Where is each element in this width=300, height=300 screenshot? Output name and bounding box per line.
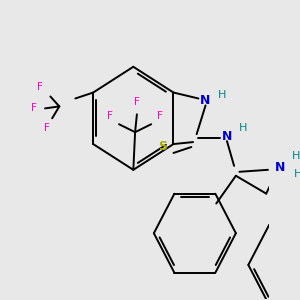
Text: H: H bbox=[239, 123, 247, 133]
Text: H: H bbox=[292, 151, 300, 161]
Text: N: N bbox=[275, 161, 286, 174]
Text: F: F bbox=[134, 98, 140, 107]
Text: F: F bbox=[107, 111, 113, 121]
Text: F: F bbox=[44, 123, 50, 133]
Text: F: F bbox=[37, 82, 43, 92]
Text: H: H bbox=[218, 89, 226, 100]
Text: S: S bbox=[158, 140, 167, 152]
Text: N: N bbox=[222, 130, 232, 142]
Text: F: F bbox=[157, 111, 163, 121]
Text: F: F bbox=[32, 103, 37, 113]
Text: H: H bbox=[294, 169, 300, 179]
Text: N: N bbox=[200, 94, 211, 107]
